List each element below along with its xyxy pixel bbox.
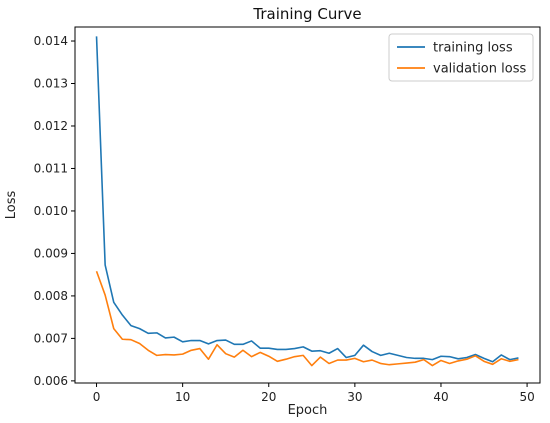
- y-tick-label: 0.006: [34, 374, 68, 388]
- plot-area: [74, 26, 541, 384]
- series-line-training-loss: [95, 36, 519, 363]
- y-tick-label: 0.008: [34, 289, 68, 303]
- plot-frame: [74, 26, 541, 384]
- x-tick-label: 0: [93, 390, 101, 404]
- legend: training loss validation loss: [388, 33, 534, 82]
- legend-label: validation loss: [433, 62, 526, 77]
- series-line-validation-loss: [95, 270, 519, 367]
- y-axis: 0.006 0.007 0.008 0.009 0.010 0.011 0.012 0.013…: [34, 34, 75, 388]
- x-tick-label: 30: [347, 390, 362, 404]
- y-tick-label: 0.011: [34, 161, 68, 175]
- y-tick-label: 0.013: [34, 77, 68, 91]
- y-tick-label: 0.009: [34, 246, 68, 260]
- x-tick-label: 20: [261, 390, 276, 404]
- y-axis-label: Loss: [4, 191, 19, 220]
- legend-label: training loss: [433, 41, 513, 56]
- y-tick-label: 0.007: [34, 331, 68, 345]
- x-tick-label: 10: [175, 390, 190, 404]
- y-tick-label: 0.010: [34, 204, 68, 218]
- x-tick-label: 40: [433, 390, 448, 404]
- x-tick-label: 50: [519, 390, 534, 404]
- series-lines: [95, 36, 519, 367]
- y-tick-label: 0.012: [34, 119, 68, 133]
- y-tick-label: 0.014: [34, 34, 68, 48]
- x-axis-label: Epoch: [288, 403, 328, 418]
- x-axis: 0 10 20 30 40 50: [93, 383, 535, 404]
- legend-box: [388, 33, 534, 82]
- chart-title: Training Curve: [252, 5, 361, 23]
